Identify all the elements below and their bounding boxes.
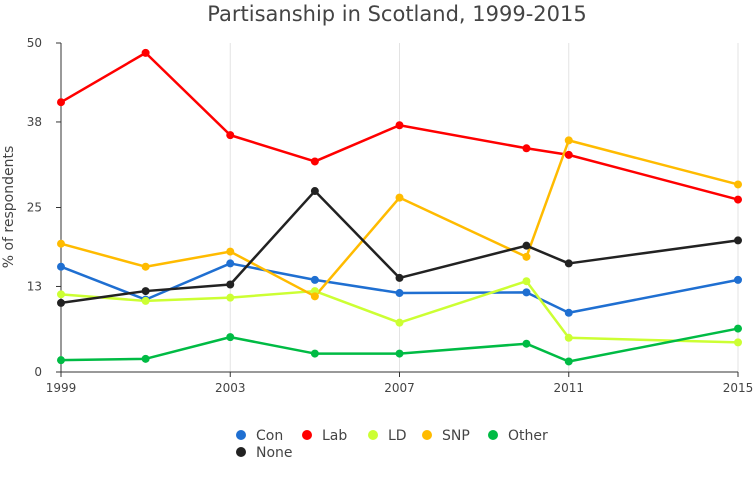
y-tick-label-50: 50 — [27, 36, 42, 50]
data-point-other-2011 — [564, 357, 573, 366]
data-point-ld-2010 — [522, 277, 531, 286]
legend-label-none: None — [256, 445, 293, 461]
x-tick-label-2003: 2003 — [215, 381, 246, 395]
data-point-none-2001 — [141, 287, 150, 296]
data-point-snp-2001 — [141, 262, 150, 271]
data-point-other-2003 — [226, 333, 235, 342]
legend-marker-snp — [422, 430, 432, 440]
data-point-con-2015 — [734, 275, 742, 284]
y-axis-label: % of respondents — [1, 146, 17, 269]
data-point-ld-1999 — [57, 290, 65, 299]
legend-item-snp: SNP — [422, 428, 470, 444]
data-point-other-2015 — [734, 324, 742, 333]
data-point-lab-1999 — [57, 98, 65, 107]
legend-item-con: Con — [236, 428, 283, 444]
legend: Con Lab LD SNP Other None — [236, 428, 548, 461]
data-point-none-2005 — [310, 187, 319, 196]
data-point-snp-2003 — [226, 247, 235, 256]
legend-marker-ld — [368, 430, 378, 440]
legend-marker-none — [236, 447, 246, 457]
series-line-con — [60, 262, 739, 315]
data-point-snp-2011 — [564, 136, 573, 145]
y-tick-label-13: 13 — [27, 279, 42, 293]
data-point-ld-2007 — [395, 318, 404, 327]
data-point-ld-2003 — [226, 293, 235, 302]
series-line-snp — [60, 139, 739, 298]
axes — [56, 42, 739, 377]
data-point-none-2010 — [522, 241, 531, 250]
data-point-lab-2005 — [310, 157, 319, 166]
tick-labels: 0 13 25 38 50 1999 2003 2007 2011 2015 — [27, 36, 754, 395]
data-point-other-1999 — [57, 356, 65, 365]
data-point-lab-2003 — [226, 131, 235, 140]
data-point-none-2003 — [226, 280, 235, 289]
data-point-lab-2011 — [564, 150, 573, 159]
series-line-ld — [60, 279, 739, 344]
data-point-other-2010 — [522, 339, 531, 348]
data-point-ld-2015 — [734, 338, 742, 347]
data-point-none-2011 — [564, 259, 573, 268]
series-line-other — [60, 327, 739, 363]
series-points — [57, 48, 742, 366]
data-point-con-2011 — [564, 308, 573, 317]
legend-label-ld: LD — [388, 428, 407, 444]
series-line-none — [60, 189, 739, 305]
data-point-lab-2010 — [522, 144, 531, 153]
data-point-snp-1999 — [57, 239, 65, 248]
legend-item-ld: LD — [368, 428, 407, 444]
legend-label-other: Other — [508, 428, 548, 444]
data-point-other-2005 — [310, 349, 319, 358]
legend-marker-con — [236, 430, 246, 440]
legend-label-snp: SNP — [442, 428, 470, 444]
data-point-other-2007 — [395, 349, 404, 358]
legend-item-other: Other — [488, 428, 548, 444]
data-point-lab-2001 — [141, 48, 150, 57]
data-point-none-1999 — [57, 298, 65, 307]
data-point-none-2007 — [395, 273, 404, 282]
data-point-con-2003 — [226, 259, 235, 268]
data-point-none-2015 — [734, 236, 742, 245]
legend-item-none: None — [236, 445, 293, 461]
data-point-other-2001 — [141, 354, 150, 363]
data-point-con-2007 — [395, 289, 404, 298]
legend-marker-other — [488, 430, 498, 440]
data-point-snp-2005 — [310, 292, 319, 301]
data-point-ld-2001 — [141, 296, 150, 305]
x-tick-label-2015: 2015 — [723, 381, 754, 395]
x-tick-label-2011: 2011 — [553, 381, 584, 395]
data-point-lab-2015 — [734, 195, 742, 204]
series-lines — [60, 51, 739, 363]
x-tick-label-1999: 1999 — [46, 381, 77, 395]
y-tick-label-25: 25 — [27, 201, 42, 215]
data-point-con-1999 — [57, 262, 65, 271]
gridlines — [229, 43, 739, 372]
data-point-snp-2015 — [734, 180, 742, 189]
data-point-con-2010 — [522, 288, 531, 297]
x-tick-label-2007: 2007 — [384, 381, 415, 395]
y-tick-label-0: 0 — [34, 365, 42, 379]
data-point-ld-2011 — [564, 333, 573, 342]
legend-marker-lab — [302, 430, 312, 440]
y-tick-label-38: 38 — [27, 115, 42, 129]
chart-title: Partisanship in Scotland, 1999-2015 — [207, 2, 586, 26]
data-point-lab-2007 — [395, 121, 404, 130]
legend-label-con: Con — [256, 428, 283, 444]
series-line-lab — [60, 51, 739, 201]
data-point-con-2005 — [310, 275, 319, 284]
data-point-snp-2007 — [395, 193, 404, 202]
legend-item-lab: Lab — [302, 428, 347, 444]
legend-label-lab: Lab — [322, 428, 347, 444]
data-point-snp-2010 — [522, 252, 531, 261]
